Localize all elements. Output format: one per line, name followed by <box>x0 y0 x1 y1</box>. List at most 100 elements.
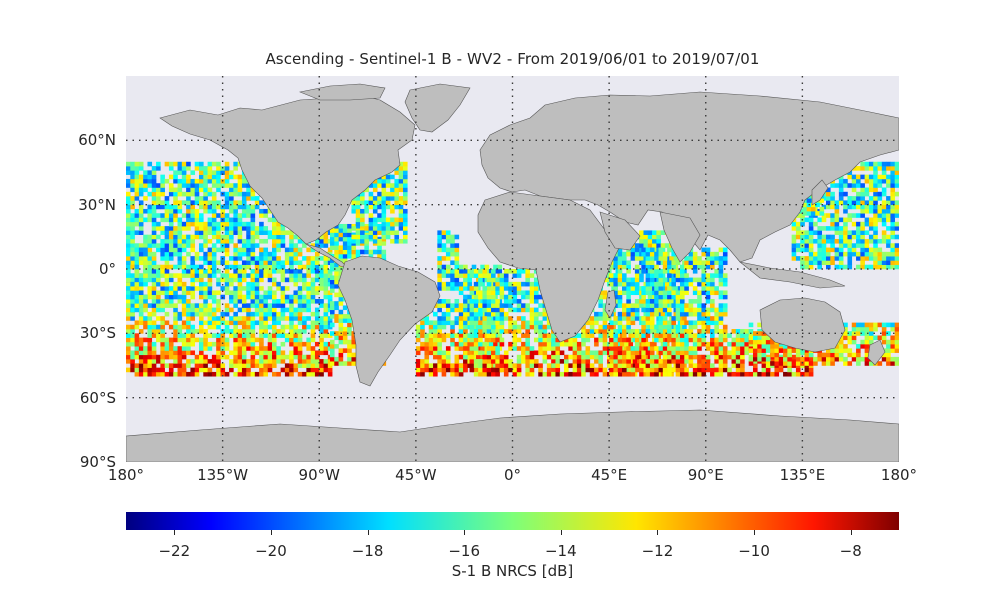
nrcs-cell <box>323 329 329 334</box>
nrcs-cell <box>503 269 509 274</box>
nrcs-cell <box>314 316 320 321</box>
nrcs-cell <box>662 367 668 373</box>
nrcs-cell <box>134 371 140 377</box>
nrcs-cell <box>216 166 221 171</box>
nrcs-cell <box>851 356 857 362</box>
nrcs-cell <box>224 346 230 351</box>
nrcs-cell <box>647 230 653 235</box>
nrcs-cell <box>508 269 513 274</box>
nrcs-cell <box>130 217 135 223</box>
nrcs-cell <box>334 253 339 259</box>
nrcs-cell <box>598 303 603 308</box>
nrcs-cell <box>293 367 299 373</box>
nrcs-cell <box>467 294 473 300</box>
nrcs-cell <box>424 367 430 373</box>
nrcs-cell <box>355 249 361 255</box>
nrcs-cell <box>156 307 161 313</box>
nrcs-cell <box>634 337 640 343</box>
nrcs-cell <box>181 264 187 270</box>
nrcs-cell <box>394 183 399 188</box>
nrcs-cell <box>454 273 460 278</box>
nrcs-cell <box>241 303 247 308</box>
nrcs-cell <box>329 275 335 281</box>
nrcs-cell <box>289 256 294 261</box>
nrcs-cell <box>847 183 853 188</box>
nrcs-cell <box>130 221 135 227</box>
nrcs-cell <box>306 341 311 347</box>
nrcs-cell <box>881 352 887 358</box>
nrcs-cell <box>186 234 191 240</box>
nrcs-cell <box>181 166 187 171</box>
nrcs-cell <box>757 322 762 328</box>
nrcs-cell <box>323 350 329 356</box>
nrcs-cell <box>613 329 619 334</box>
nrcs-cell <box>589 350 595 356</box>
nrcs-cell <box>458 371 464 377</box>
nrcs-cell <box>634 316 640 321</box>
nrcs-cell <box>237 178 243 184</box>
nrcs-cell <box>323 273 329 278</box>
nrcs-cell <box>147 264 153 270</box>
nrcs-cell <box>302 329 307 334</box>
nrcs-cell <box>194 217 200 223</box>
nrcs-cell <box>641 320 646 326</box>
nrcs-cell <box>529 316 535 321</box>
nrcs-cell <box>622 273 627 278</box>
nrcs-cell <box>177 247 183 253</box>
nrcs-cell <box>220 213 226 218</box>
nrcs-cell <box>263 213 269 218</box>
nrcs-cell <box>478 311 483 317</box>
nrcs-cell <box>735 350 741 356</box>
nrcs-cell <box>433 320 438 326</box>
nrcs-cell <box>441 320 447 326</box>
nrcs-cell <box>795 226 801 231</box>
nrcs-cell <box>821 217 827 223</box>
nrcs-cell <box>319 299 324 304</box>
nrcs-cell <box>851 243 857 248</box>
nrcs-cell <box>224 213 230 218</box>
nrcs-cell <box>572 346 578 351</box>
nrcs-cell <box>177 238 183 244</box>
nrcs-cell <box>420 333 425 338</box>
nrcs-cell <box>877 335 883 341</box>
nrcs-cell <box>594 350 599 356</box>
nrcs-cell <box>752 339 758 345</box>
nrcs-cell <box>791 256 797 261</box>
nrcs-cell <box>186 324 191 330</box>
nrcs-cell <box>364 234 369 240</box>
nrcs-cell <box>701 371 707 377</box>
nrcs-cell <box>151 221 157 227</box>
nrcs-cell <box>314 341 320 347</box>
nrcs-cell <box>267 286 273 291</box>
nrcs-cell <box>164 264 170 270</box>
nrcs-cell <box>342 258 348 263</box>
nrcs-cell <box>860 256 865 261</box>
nrcs-cell <box>634 303 640 308</box>
nrcs-cell <box>160 333 165 338</box>
nrcs-cell <box>134 341 140 347</box>
nrcs-cell <box>186 178 191 184</box>
nrcs-cell <box>156 290 161 296</box>
nrcs-cell <box>229 221 234 227</box>
nrcs-cell <box>302 359 307 364</box>
nrcs-cell <box>160 226 165 231</box>
nrcs-cell <box>581 329 586 334</box>
nrcs-cell <box>791 238 797 244</box>
nrcs-cell <box>808 256 814 261</box>
nrcs-cell <box>319 367 324 373</box>
nrcs-cell <box>289 316 294 321</box>
nrcs-cell <box>147 161 153 167</box>
nrcs-cell <box>138 208 144 214</box>
nrcs-cell <box>495 286 500 291</box>
nrcs-cell <box>156 273 161 278</box>
nrcs-cell <box>697 311 702 317</box>
nrcs-cell <box>272 359 277 364</box>
nrcs-cell <box>160 213 165 218</box>
nrcs-cell <box>594 354 599 360</box>
nrcs-cell <box>722 363 728 368</box>
nrcs-cell <box>241 221 247 227</box>
nrcs-cell <box>181 178 187 184</box>
nrcs-cell <box>207 367 213 373</box>
nrcs-cell <box>186 363 191 368</box>
nrcs-cell <box>641 324 646 330</box>
